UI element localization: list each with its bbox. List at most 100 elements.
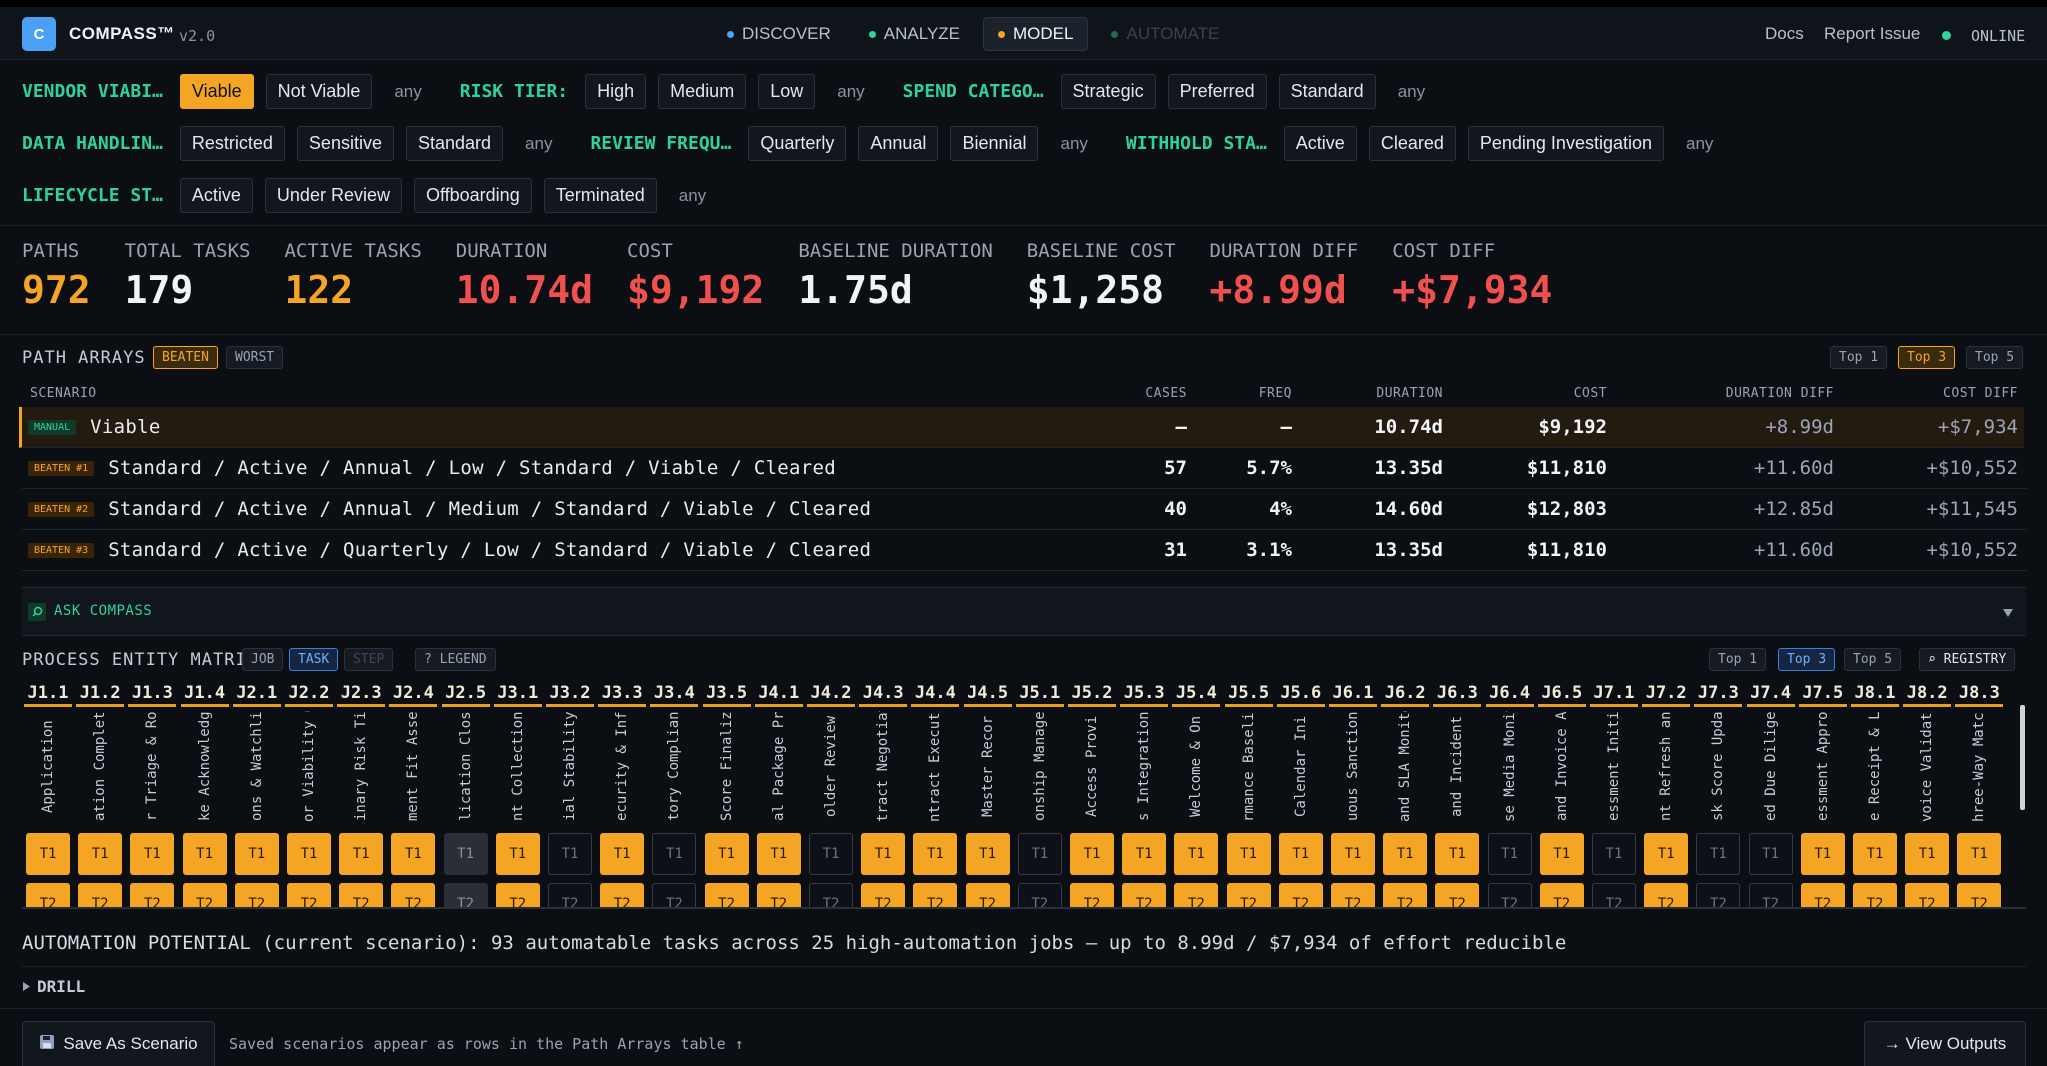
task-cell[interactable]: T1 [756,833,801,875]
task-cell[interactable]: T1 [809,833,853,875]
task-cell[interactable]: T2 [809,883,853,907]
task-cell[interactable]: T2 [704,883,749,907]
task-cell[interactable]: T2 [1800,883,1845,907]
task-cell[interactable]: T2 [339,883,384,907]
task-cell[interactable]: T1 [1853,833,1897,875]
task-cell[interactable]: T2 [1539,883,1584,907]
task-cell[interactable]: T1 [913,833,958,875]
task-cell[interactable]: T1 [600,833,645,875]
table-row[interactable]: MANUAL Viable — — 10.74d $9,192 +8.99d +$7,934 [19,407,2024,448]
filter-chip[interactable]: High [585,74,647,109]
task-cell[interactable]: T2 [78,883,123,907]
task-cell[interactable]: T2 [1226,883,1271,907]
task-cell[interactable]: T1 [861,833,906,875]
filter-chip[interactable]: Sensitive [296,126,394,161]
task-cell[interactable]: T1 [1748,833,1793,875]
task-cell[interactable]: T1 [234,833,279,875]
task-cell[interactable]: T2 [1383,883,1428,907]
task-cell[interactable]: T2 [652,883,697,907]
task-cell[interactable]: T1 [1905,833,1950,875]
task-cell[interactable]: T2 [1278,883,1323,907]
table-row[interactable]: BEATEN #3 Standard / Active / Quarterly /… [22,530,2027,571]
registry-button[interactable]: ⌕ REGISTRY [1919,648,2016,671]
filter-chip[interactable]: Standard [1278,74,1376,109]
view-chip[interactable]: JOB [242,648,284,671]
task-cell[interactable]: T1 [287,833,331,875]
task-cell[interactable]: T1 [1696,833,1741,875]
task-cell[interactable]: T2 [26,883,70,907]
filter-chip[interactable]: Medium [658,74,747,109]
view-chip[interactable]: TASK [289,648,339,671]
filter-chip[interactable]: Preferred [1167,74,1267,109]
task-cell[interactable]: T1 [1592,833,1636,875]
task-cell[interactable]: T1 [495,833,540,875]
table-row[interactable]: BEATEN #1 Standard / Active / Annual / Lo… [22,448,2027,489]
task-cell[interactable]: T1 [704,833,749,875]
task-cell[interactable]: T2 [1748,883,1793,907]
task-cell[interactable]: T1 [78,833,123,875]
filter-chip[interactable]: Standard [405,126,504,161]
mode-chip[interactable]: WORST [226,346,284,369]
task-cell[interactable]: T2 [495,883,540,907]
legend-chip[interactable]: ? LEGEND [415,648,496,671]
filter-chip[interactable]: Cleared [1368,126,1456,161]
task-cell[interactable]: T2 [600,883,645,907]
task-cell[interactable]: T1 [339,833,384,875]
ask-bar[interactable]: ASK COMPASS [22,587,2026,636]
task-cell[interactable]: T1 [1644,833,1689,875]
task-cell[interactable]: T2 [234,883,279,907]
task-cell[interactable]: T2 [287,883,331,907]
top-chip[interactable]: Top 1 [1830,346,1888,369]
drill-toggle[interactable]: DRILL [22,977,85,996]
top-chip[interactable]: Top 5 [1844,648,1902,671]
task-cell[interactable]: T1 [652,833,697,875]
filter-chip[interactable]: Offboarding [413,178,532,213]
link[interactable]: Docs [1765,24,1804,43]
task-cell[interactable]: T2 [1070,883,1114,907]
task-cell[interactable]: T1 [443,833,488,875]
top-chip[interactable]: Top 3 [1778,648,1836,671]
nav-item[interactable]: DISCOVER [712,17,846,51]
link[interactable]: Report Issue [1824,24,1921,43]
task-cell[interactable]: T1 [1800,833,1845,875]
task-cell[interactable]: T1 [1957,833,2002,875]
task-cell[interactable]: T2 [756,883,801,907]
task-cell[interactable]: T2 [548,883,592,907]
filter-chip[interactable]: Pending Investigation [1467,126,1664,161]
task-cell[interactable]: T1 [1435,833,1480,875]
task-cell[interactable]: T2 [965,883,1010,907]
filter-chip[interactable]: Annual [858,126,939,161]
filter-any[interactable]: any [678,185,707,205]
filter-any[interactable]: any [1686,133,1714,153]
filter-chip[interactable]: Biennial [950,126,1039,161]
task-cell[interactable]: T1 [965,833,1010,875]
task-cell[interactable]: T2 [182,883,227,907]
task-cell[interactable]: T1 [548,833,592,875]
task-cell[interactable]: T2 [130,883,175,907]
task-cell[interactable]: T2 [391,883,436,907]
task-cell[interactable]: T2 [1592,883,1636,907]
nav-item[interactable]: ANALYZE [854,17,975,51]
filter-chip[interactable]: Active [179,178,253,213]
task-cell[interactable]: T2 [1017,883,1062,907]
task-cell[interactable]: T1 [1122,833,1167,875]
task-cell[interactable]: T1 [1487,833,1532,875]
task-cell[interactable]: T2 [1853,883,1897,907]
filter-chip[interactable]: Viable [179,74,254,109]
task-cell[interactable]: T1 [1331,833,1375,875]
task-cell[interactable]: T2 [1957,883,2002,907]
task-cell[interactable]: T2 [1122,883,1167,907]
filter-any[interactable]: any [525,133,553,153]
task-cell[interactable]: T1 [1539,833,1584,875]
task-cell[interactable]: T2 [861,883,906,907]
save-button[interactable]: Save As Scenario [22,1021,215,1066]
task-cell[interactable]: T1 [391,833,436,875]
task-cell[interactable]: T2 [1331,883,1375,907]
filter-chip[interactable]: Not Viable [265,74,373,109]
top-chip[interactable]: Top 5 [1966,346,2024,369]
task-cell[interactable]: T2 [1435,883,1480,907]
outputs-button[interactable]: → View Outputs [1864,1021,2026,1066]
task-cell[interactable]: T1 [1174,833,1219,875]
table-row[interactable]: BEATEN #2 Standard / Active / Annual / Me… [22,489,2027,530]
task-cell[interactable]: T1 [1278,833,1323,875]
